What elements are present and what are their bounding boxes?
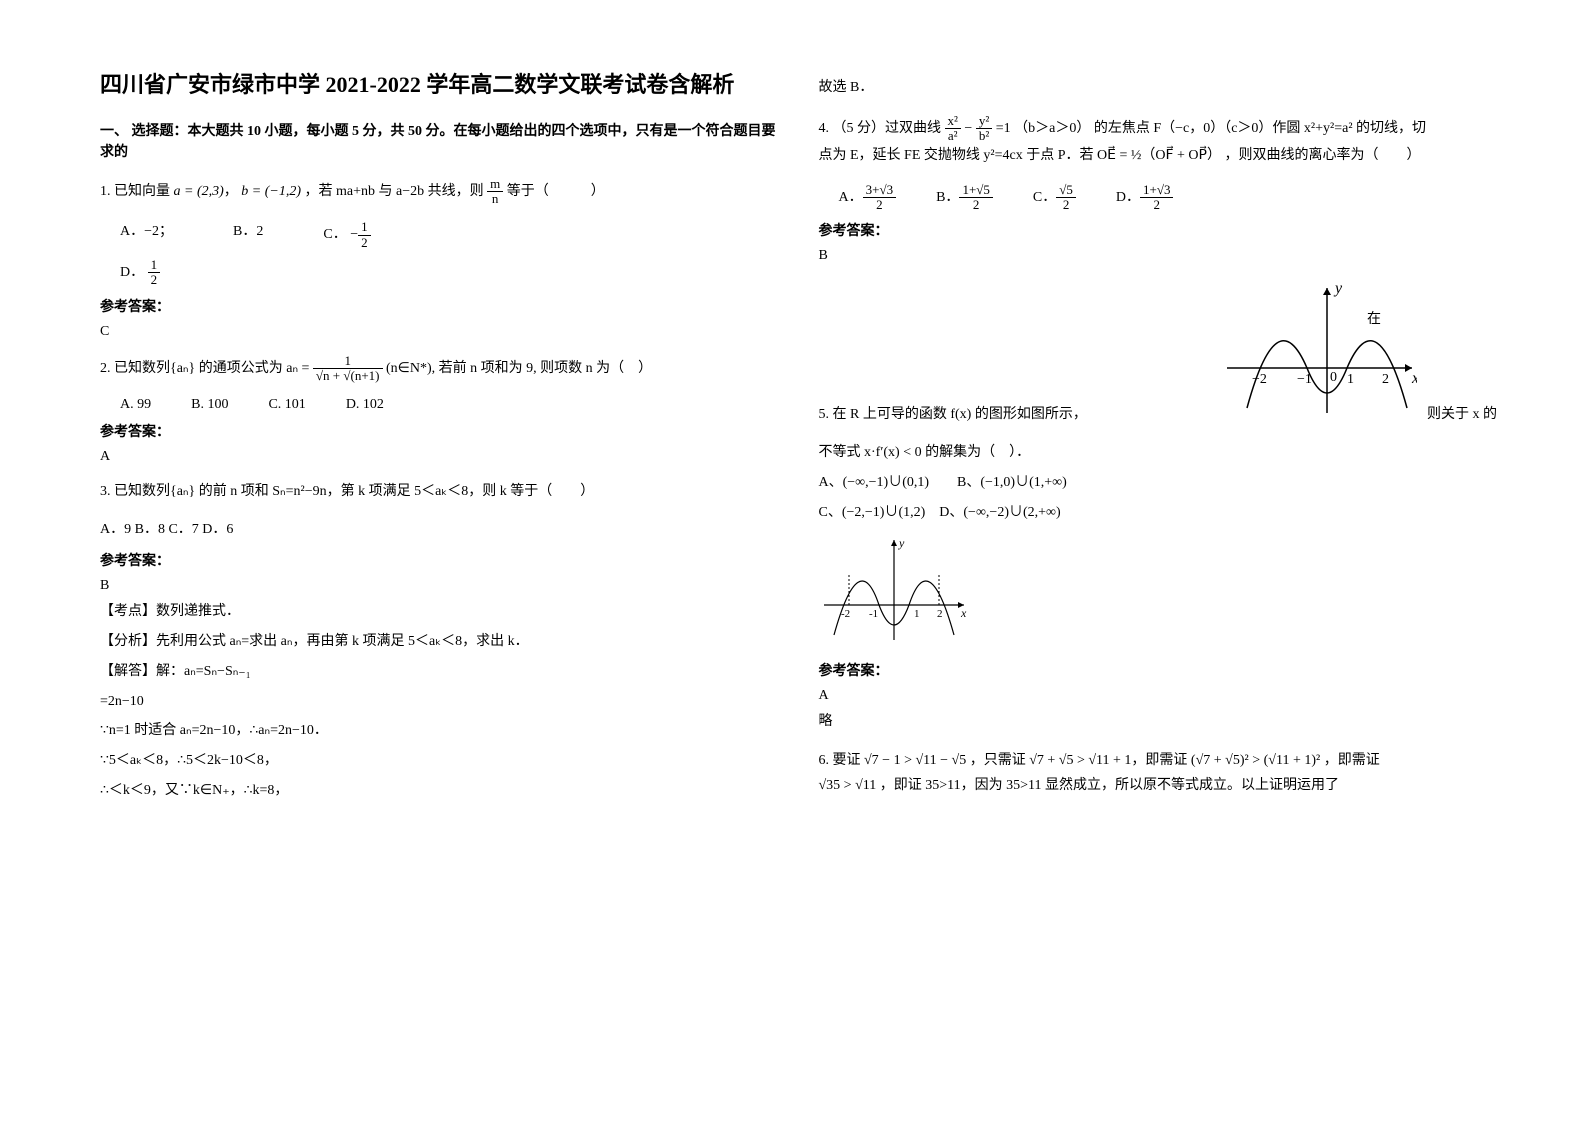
q1-optD: D． 12 — [120, 258, 160, 288]
q1-options-row2: D． 12 — [120, 258, 779, 288]
q2-an: aₙ = — [286, 361, 309, 376]
q3-jd: 【解答】解：aₙ=Sₙ−Sₙ₋₁ — [100, 660, 779, 684]
q5-ans-label: 参考答案： — [819, 660, 1498, 680]
q1-optC: C． −12 — [323, 220, 370, 250]
q1-optA: A．−2； — [120, 220, 173, 250]
q2-frac-n: 1 — [313, 354, 383, 369]
q5-D: D、(−∞,−2)∪(2,+∞) — [939, 505, 1060, 520]
q1-options-row1: A．−2； B．2 C． −12 — [120, 220, 779, 250]
q4-lead: 4. （5 分）过双曲线 — [819, 121, 942, 136]
q4-D: D．1+√32 — [1116, 183, 1174, 213]
svg-text:-2: -2 — [841, 608, 850, 620]
q2-D: D. 102 — [346, 397, 384, 413]
q2-frac-d: √n + √(n+1) — [313, 369, 383, 383]
question-4: 4. （5 分）过双曲线 x²a² − y²b² =1 （b＞a＞0） 的左焦点… — [819, 114, 1498, 169]
svg-text:x: x — [1411, 370, 1417, 387]
question-6: 6. 要证 √7 − 1 > √11 − √5 ，只需证 √7 + √5 > √… — [819, 748, 1498, 798]
q5-C: C、(−2,−1)∪(1,2) — [819, 505, 926, 520]
q1-optB: B．2 — [233, 220, 263, 250]
svg-text:−1: −1 — [1297, 372, 1312, 387]
q5-l2: 不等式 x·f′(x) < 0 的解集为（ ）． — [819, 441, 1498, 465]
q5-B: B、(−1,0)∪(1,+∞) — [957, 475, 1067, 490]
svg-text:y: y — [1333, 280, 1343, 297]
q1-mid: ，若 ma+nb 与 a−2b 共线，则 — [305, 184, 484, 199]
svg-text:-1: -1 — [869, 608, 878, 620]
q4-ans-label: 参考答案： — [819, 220, 1498, 240]
q1-ans: C — [100, 324, 779, 340]
q1-vec-b: b = (−1,2) — [241, 184, 301, 199]
q3-l4: ∴＜k＜9，又∵k∈N₊，∴k=8， — [100, 779, 779, 803]
q2-ans-label: 参考答案： — [100, 421, 779, 441]
q5-A: A、(−∞,−1)∪(0,1) — [819, 475, 930, 490]
svg-text:−2: −2 — [1252, 372, 1267, 387]
question-3: 3. 已知数列{aₙ} 的前 n 项和 Sₙ=n²−9n，第 k 项满足 5＜a… — [100, 479, 779, 504]
q1-vec-a: a = (2,3) — [174, 184, 224, 199]
svg-text:在: 在 — [1367, 311, 1381, 327]
q5-note: 略 — [819, 710, 1498, 734]
q1-frac: m n — [487, 177, 503, 207]
q5-lead: 5. 在 R 上可导的函数 f(x) 的图形如图所示， — [819, 407, 1087, 422]
q3-l5: 故选 B． — [819, 76, 1498, 100]
q5-small-graph: -2 -1 1 2 x y — [819, 535, 1498, 650]
q3-l3: ∵5＜aₖ＜8，∴5＜2k−10＜8， — [100, 749, 779, 773]
question-5: 5. 在 R 上可导的函数 f(x) 的图形如图所示， x y −2 −1 0 … — [819, 278, 1498, 427]
page-title: 四川省广安市绿市中学 2021-2022 学年高二数学文联考试卷含解析 — [100, 70, 779, 101]
q4-A: A．3+√32 — [839, 183, 897, 213]
q1-ans-label: 参考答案： — [100, 296, 779, 316]
q5-ans: A — [819, 688, 1498, 704]
q4-mid: 的左焦点 F（−c，0）（c＞0）作圆 x²+y²=a² 的切线，切 — [1094, 121, 1426, 136]
q4-oe: OE⃗ = ½（OF⃗ + OP⃗） — [1097, 148, 1221, 163]
q2-C: C. 101 — [268, 397, 305, 413]
q5-row1: A、(−∞,−1)∪(0,1) B、(−1,0)∪(1,+∞) — [819, 471, 1498, 495]
svg-text:y: y — [898, 536, 905, 550]
q1-frac-n: m — [487, 177, 503, 192]
q1-tail: 等于（ ） — [507, 184, 605, 199]
q6-lead: 6. 要证 √7 − 1 > √11 − √5 ，只需证 √7 + √5 > √… — [819, 753, 1380, 768]
q6-l2: √35 > √11 ，即证 35>11，因为 35>11 显然成立，所以原不等式… — [819, 778, 1340, 793]
svg-text:0: 0 — [1330, 370, 1337, 385]
svg-text:1: 1 — [1347, 372, 1354, 387]
q3-fx: 【分析】先利用公式 aₙ=求出 aₙ，再由第 k 项满足 5＜aₖ＜8，求出 k… — [100, 630, 779, 654]
svg-text:2: 2 — [937, 608, 943, 620]
q1-frac-d: n — [487, 192, 503, 206]
q4-l2a: 点为 E，延长 FE 交抛物线 y²=4cx 于点 P．若 — [819, 148, 1094, 163]
q5-row2: C、(−2,−1)∪(1,2) D、(−∞,−2)∪(2,+∞) — [819, 501, 1498, 525]
q3-ans-label: 参考答案： — [100, 550, 779, 570]
q2-options: A. 99 B. 100 C. 101 D. 102 — [120, 397, 779, 413]
q4-eq: x²a² — [945, 114, 961, 144]
question-1: 1. 已知向量 a = (2,3)， b = (−1,2) ，若 ma+nb 与… — [100, 177, 779, 207]
q2-ans: A — [100, 449, 779, 465]
svg-text:1: 1 — [914, 608, 920, 620]
q5-tail: 则关于 x 的 — [1427, 402, 1497, 427]
q4-ans: B — [819, 248, 1498, 264]
q2-A: A. 99 — [120, 397, 151, 413]
q2-B: B. 100 — [191, 397, 228, 413]
q2-lead: 2. 已知数列{aₙ} 的通项公式为 — [100, 361, 283, 376]
q4-l2b: ，则双曲线的离心率为（ ） — [1224, 148, 1420, 163]
q3-l2: ∵n=1 时适合 aₙ=2n−10，∴aₙ=2n−10． — [100, 719, 779, 743]
q2-tail: (n∈N*), 若前 n 项和为 9, 则项数 n 为（ ） — [386, 361, 652, 376]
q3-ans: B — [100, 578, 779, 594]
q4-C: C．√52 — [1033, 183, 1076, 213]
q1-lead: 1. 已知向量 — [100, 184, 170, 199]
svg-text:x: x — [960, 606, 967, 620]
q5-graph: x y −2 −1 0 1 2 在 — [1217, 278, 1417, 427]
question-2: 2. 已知数列{aₙ} 的通项公式为 aₙ = 1 √n + √(n+1) (n… — [100, 354, 779, 384]
q2-frac: 1 √n + √(n+1) — [313, 354, 383, 384]
svg-text:2: 2 — [1382, 372, 1389, 387]
q4-B: B．1+√52 — [936, 183, 993, 213]
q3-l1: =2n−10 — [100, 690, 779, 714]
q3-options: A．9 B．8 C．7 D．6 — [100, 518, 779, 542]
q4-options: A．3+√32 B．1+√52 C．√52 D．1+√32 — [839, 183, 1498, 213]
q3-kp: 【考点】数列递推式． — [100, 600, 779, 624]
section-heading: 一、 选择题：本大题共 10 小题，每小题 5 分，共 50 分。在每小题给出的… — [100, 121, 779, 163]
